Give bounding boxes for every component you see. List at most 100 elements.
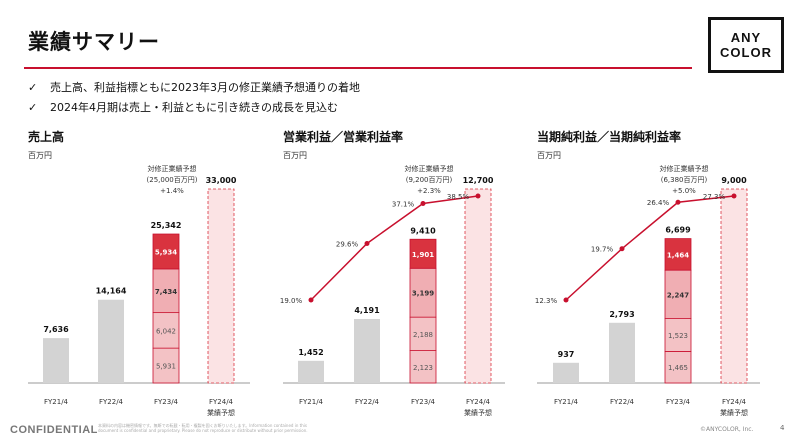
bar-total-label: 7,636 <box>43 325 69 334</box>
page-title: 業績サマリー <box>28 30 160 54</box>
segment-label: 1,901 <box>412 251 434 259</box>
margin-label: 29.6% <box>336 240 359 248</box>
bar-1 <box>98 299 124 383</box>
bar-segment-1 <box>664 318 692 352</box>
category-label: FY21/4 <box>299 398 324 406</box>
category-label: FY24/4 <box>722 398 747 406</box>
category-label: 業績予想 <box>720 408 748 417</box>
segment-label: 2,247 <box>667 291 689 299</box>
category-label: FY22/4 <box>355 398 380 406</box>
category-label: FY22/4 <box>99 398 124 406</box>
bar-total-label: 1,452 <box>298 348 323 357</box>
chart-unit: 百万円 <box>537 151 561 160</box>
margin-line <box>565 195 735 301</box>
segment-label: 5,931 <box>156 363 176 371</box>
page-number: 4 <box>780 424 785 432</box>
category-label: FY22/4 <box>610 398 635 406</box>
margin-line <box>310 195 479 301</box>
bar-segment-1 <box>152 312 180 349</box>
bar-1 <box>354 318 380 383</box>
forecast-bar <box>464 188 492 384</box>
category-label: FY23/4 <box>411 398 436 406</box>
forecast-bar <box>720 188 748 384</box>
bar-total-label: 4,191 <box>354 306 380 315</box>
margin-label: 27.3% <box>703 193 726 201</box>
chart-title: 当期純利益／当期純利益率 <box>537 129 681 144</box>
segment-label: 1,523 <box>668 332 688 340</box>
bar-segment-0 <box>664 351 692 384</box>
forecast-note: +5.0% <box>672 187 696 195</box>
category-label: 業績予想 <box>207 408 235 417</box>
forecast-note: (25,000百万円) <box>147 176 198 184</box>
confidential-label: CONFIDENTIAL <box>10 424 98 436</box>
margin-point <box>563 297 569 303</box>
bullet-text: 2024年4月期は売上・利益ともに引き続きの成長を見込む <box>50 101 338 114</box>
bar-total-label: 25,342 <box>151 221 182 230</box>
margin-point <box>420 200 426 206</box>
margin-label: 19.0% <box>280 297 303 305</box>
forecast-note: 対修正業績予想 <box>660 164 709 173</box>
bar-segment-3 <box>409 238 437 269</box>
margin-label: 37.1% <box>392 200 415 208</box>
margin-label: 12.3% <box>535 297 558 305</box>
forecast-bar <box>207 188 235 384</box>
bullet-item: ✓ 売上高、利益指標ともに2023年3月の修正業績予想通りの着地 <box>28 78 360 98</box>
chart-title: 営業利益／営業利益率 <box>283 129 403 144</box>
bullet-item: ✓ 2024年4月期は売上・利益ともに引き続きの成長を見込む <box>28 98 360 118</box>
forecast-note: (6,380百万円) <box>661 176 708 184</box>
segment-label: 1,464 <box>667 251 689 259</box>
segment-label: 2,123 <box>413 364 433 372</box>
bar-segment-2 <box>409 267 437 318</box>
category-label: FY23/4 <box>666 398 691 406</box>
segment-label: 6,042 <box>156 327 176 335</box>
category-label: FY24/4 <box>466 398 491 406</box>
margin-label: 38.5% <box>447 193 470 201</box>
bar-total-label: 33,000 <box>206 176 237 185</box>
margin-label: 19.7% <box>591 246 614 254</box>
summary-bullets: ✓ 売上高、利益指標ともに2023年3月の修正業績予想通りの着地 ✓ 2024年… <box>28 78 360 118</box>
bar-total-label: 9,000 <box>721 176 747 185</box>
forecast-note: +1.4% <box>160 187 184 195</box>
chart-title: 売上高 <box>28 129 64 144</box>
chart-unit: 百万円 <box>28 151 52 160</box>
category-label: FY23/4 <box>154 398 179 406</box>
company-logo: ANY COLOR <box>708 17 784 73</box>
footer-disclaimer: 本資料の内容は機密情報です。無断での転載・転用・複製を固くお断りいたします。In… <box>98 423 308 433</box>
logo-line2: COLOR <box>720 45 772 60</box>
margin-point <box>731 193 737 199</box>
category-label: FY21/4 <box>554 398 579 406</box>
margin-point <box>675 199 681 205</box>
check-icon: ✓ <box>28 81 38 94</box>
segment-label: 7,434 <box>155 288 177 296</box>
bar-0 <box>298 360 324 383</box>
segment-label: 1,465 <box>668 364 688 372</box>
segment-label: 2,188 <box>413 331 433 339</box>
category-label: 業績予想 <box>464 408 492 417</box>
margin-label: 26.4% <box>647 199 670 207</box>
bar-segment-0 <box>152 347 180 384</box>
forecast-note: 対修正業績予想 <box>148 164 197 173</box>
category-label: FY21/4 <box>44 398 69 406</box>
category-label: FY24/4 <box>209 398 234 406</box>
bar-total-label: 14,164 <box>96 287 127 296</box>
bar-segment-3 <box>664 238 692 271</box>
bar-total-label: 2,793 <box>609 310 634 319</box>
copyright: ©ANYCOLOR, Inc. <box>700 426 754 433</box>
bar-segment-1 <box>409 316 437 351</box>
margin-point <box>364 240 370 246</box>
title-rule <box>24 67 692 69</box>
forecast-note: (9,200百万円) <box>406 176 453 184</box>
bar-total-label: 9,410 <box>410 226 436 235</box>
bar-segment-2 <box>152 268 180 314</box>
margin-point <box>619 246 625 252</box>
bar-segment-3 <box>152 233 180 270</box>
forecast-note: +2.3% <box>417 187 441 195</box>
bar-0 <box>553 362 579 383</box>
bullet-text: 売上高、利益指標ともに2023年3月の修正業績予想通りの着地 <box>50 81 360 94</box>
bar-total-label: 937 <box>558 350 575 359</box>
bar-segment-0 <box>409 350 437 384</box>
chart-unit: 百万円 <box>283 151 307 160</box>
segment-label: 5,934 <box>155 248 177 256</box>
segment-label: 3,199 <box>412 290 434 298</box>
